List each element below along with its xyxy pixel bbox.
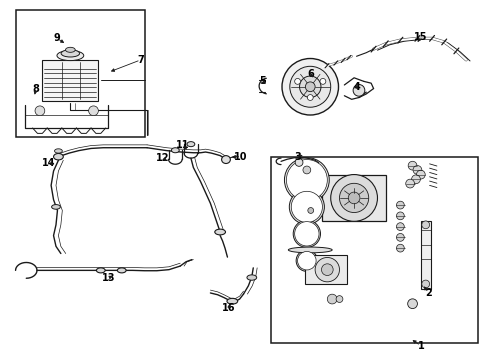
Ellipse shape (288, 247, 331, 253)
Circle shape (396, 212, 404, 220)
Circle shape (347, 192, 359, 204)
Text: 8: 8 (33, 84, 40, 94)
Text: 11: 11 (176, 140, 189, 150)
Circle shape (407, 161, 416, 170)
Circle shape (294, 78, 300, 84)
Circle shape (305, 82, 314, 92)
Circle shape (421, 221, 429, 229)
Circle shape (421, 280, 429, 288)
Circle shape (299, 162, 314, 178)
Bar (322, 175, 385, 221)
Ellipse shape (52, 204, 60, 209)
Circle shape (330, 175, 377, 221)
Circle shape (411, 175, 420, 184)
Circle shape (303, 166, 310, 174)
Circle shape (291, 191, 322, 222)
Ellipse shape (246, 275, 256, 280)
Circle shape (352, 85, 364, 96)
Bar (271, 157, 477, 343)
Circle shape (396, 201, 404, 209)
Circle shape (299, 76, 320, 98)
Circle shape (286, 159, 326, 201)
Text: 16: 16 (222, 303, 235, 314)
Ellipse shape (55, 149, 62, 153)
Ellipse shape (186, 141, 194, 147)
Ellipse shape (226, 298, 237, 304)
Circle shape (296, 250, 317, 271)
Text: 7: 7 (137, 55, 144, 65)
Ellipse shape (54, 153, 63, 160)
Ellipse shape (171, 148, 179, 153)
Circle shape (339, 183, 368, 212)
Circle shape (396, 223, 404, 230)
Circle shape (396, 234, 404, 241)
Circle shape (284, 158, 328, 202)
Circle shape (396, 244, 404, 252)
Text: 14: 14 (42, 158, 55, 168)
Circle shape (307, 95, 312, 100)
Circle shape (289, 66, 330, 107)
Text: 10: 10 (233, 152, 247, 162)
Text: 9: 9 (54, 33, 60, 43)
Circle shape (407, 299, 417, 309)
Bar (305, 255, 346, 284)
Bar (16, 10, 144, 137)
Circle shape (297, 251, 315, 270)
Text: 15: 15 (413, 32, 427, 42)
Circle shape (293, 220, 320, 247)
Ellipse shape (61, 50, 80, 57)
Text: 12: 12 (156, 153, 169, 163)
Bar (42, 60, 98, 101)
Circle shape (412, 166, 421, 174)
Circle shape (294, 222, 318, 246)
Ellipse shape (117, 268, 126, 273)
Ellipse shape (96, 268, 105, 273)
Text: 2: 2 (425, 288, 431, 298)
Circle shape (326, 294, 336, 304)
Circle shape (335, 296, 342, 302)
Text: 3: 3 (294, 152, 301, 162)
Text: 5: 5 (259, 76, 265, 86)
Circle shape (405, 179, 414, 188)
Circle shape (289, 189, 324, 224)
Circle shape (321, 264, 332, 275)
Text: 6: 6 (306, 69, 313, 79)
Ellipse shape (221, 156, 230, 163)
Circle shape (88, 106, 98, 116)
Text: 13: 13 (102, 273, 116, 283)
Circle shape (282, 59, 338, 115)
Circle shape (319, 78, 325, 84)
Text: 1: 1 (417, 341, 424, 351)
Bar (420, 221, 430, 289)
Ellipse shape (57, 50, 83, 60)
Circle shape (314, 257, 339, 282)
Ellipse shape (65, 47, 75, 52)
Circle shape (307, 208, 313, 213)
Circle shape (295, 158, 303, 166)
Text: 4: 4 (352, 82, 359, 92)
Ellipse shape (214, 229, 225, 235)
Circle shape (416, 170, 425, 179)
Circle shape (35, 106, 45, 116)
